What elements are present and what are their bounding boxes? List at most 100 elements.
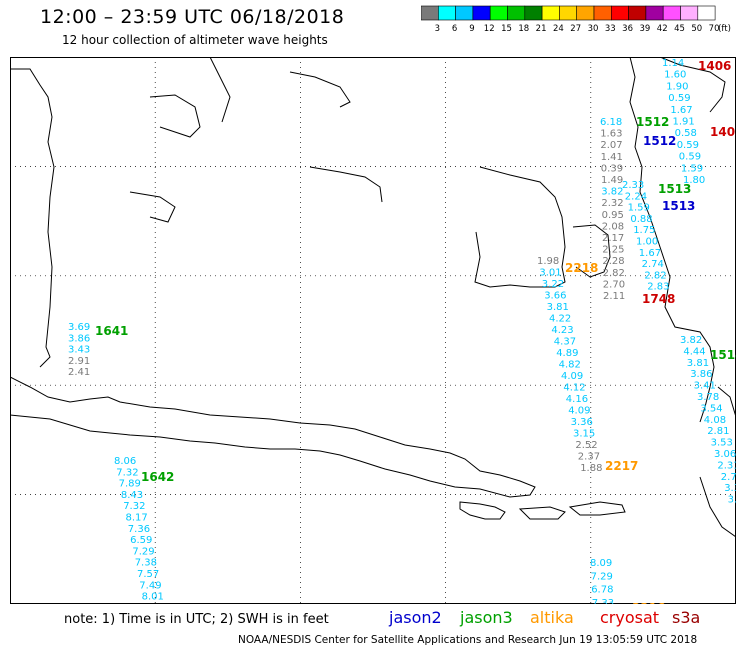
- satellite-name: altika: [530, 608, 574, 627]
- coastline: [209, 57, 231, 123]
- wave-height-value: 7.29: [591, 571, 613, 582]
- color-bin-swatch: [628, 5, 647, 21]
- wave-height-value: 1.41: [601, 152, 623, 163]
- wave-height-value: 1.90: [666, 81, 688, 92]
- color-bin-label: 27: [570, 24, 581, 33]
- wave-height-value: 1.60: [664, 70, 686, 81]
- wave-height-value: 4.08: [704, 415, 726, 426]
- page-title: 12:00 – 23:59 UTC 06/18/2018: [40, 6, 345, 28]
- wave-height-value: 0.59: [668, 93, 690, 104]
- coastline: [149, 94, 201, 138]
- wave-height-value: 2.74: [642, 259, 664, 270]
- wave-height-value: 3.69: [68, 322, 90, 333]
- color-bin-label: 30: [588, 24, 599, 33]
- wave-height-value: 4.89: [556, 348, 578, 359]
- satellite-name: jason2: [389, 608, 442, 627]
- pass-time-label: 1513: [662, 199, 695, 213]
- wave-height-value: 3.41: [694, 381, 716, 392]
- wave-height-value: 3.22: [542, 279, 564, 290]
- wave-height-value: 4.12: [563, 383, 585, 394]
- color-bin-swatch: [524, 5, 543, 21]
- wave-height-value: 6.18: [600, 117, 622, 128]
- color-bin-swatch: [611, 5, 629, 21]
- pass-time-label: 1513: [658, 182, 691, 196]
- wave-height-value: 3.81: [547, 302, 569, 313]
- color-bin-swatch: [489, 5, 508, 21]
- wave-height-value: 1.67: [670, 105, 692, 116]
- wave-height-value: 7.89: [119, 479, 141, 490]
- pass-time-label: 1514: [710, 348, 736, 362]
- wave-height-value: 2.82: [603, 268, 625, 279]
- coastline: [129, 191, 176, 223]
- wave-height-value: 7.33: [592, 598, 614, 604]
- wave-height-value: 3.81: [687, 358, 709, 369]
- wave-height-value: 2.17: [602, 233, 624, 244]
- pass-time-label: 2216: [632, 601, 665, 604]
- wave-height-value: 8.01: [142, 592, 164, 603]
- wave-height-value: 3.78: [697, 392, 719, 403]
- wave-height-value: 2.76: [721, 472, 736, 483]
- pass-time-label: 2218: [565, 261, 598, 275]
- color-bin-swatch: [697, 5, 716, 21]
- coastline: [474, 166, 566, 288]
- wave-height-value: 7.29: [132, 546, 154, 557]
- color-bin-swatch: [576, 5, 595, 21]
- wave-height-value: 3.34: [724, 483, 736, 494]
- track-1405: 1405: [710, 125, 736, 139]
- wave-height-value: 2.28: [602, 256, 624, 267]
- coastline: [629, 57, 715, 423]
- wave-height-value: 3.54: [728, 495, 736, 506]
- wave-height-value: 6.59: [130, 535, 152, 546]
- wave-height-value: 3.66: [544, 291, 566, 302]
- wave-height-value: 7.32: [116, 467, 138, 478]
- wave-height-value: 4.22: [549, 314, 571, 325]
- pass-time-label: 1748: [642, 292, 675, 306]
- coastline: [699, 476, 736, 538]
- color-bin-label: 21: [536, 24, 547, 33]
- color-bin-swatch: [680, 5, 699, 21]
- color-bin-swatch: [559, 5, 577, 21]
- wave-height-value: 4.82: [559, 360, 581, 371]
- wave-height-value: 2.52: [575, 440, 597, 451]
- wave-height-value: 7.49: [139, 580, 161, 591]
- color-bin-label: 3: [435, 24, 440, 33]
- color-bin-swatch: [541, 5, 560, 21]
- coastline: [10, 376, 536, 498]
- color-bin-swatch: [662, 5, 681, 21]
- color-bin-label: 45: [674, 24, 685, 33]
- page-subtitle: 12 hour collection of altimeter wave hei…: [62, 33, 328, 47]
- wave-height-value: 1.00: [636, 237, 658, 248]
- color-bin-label: 50: [691, 24, 702, 33]
- color-bin-swatch: [455, 5, 474, 21]
- wave-height-value: 2.24: [625, 191, 647, 202]
- wave-height-value: 2.08: [602, 221, 624, 232]
- color-bin-swatch: [472, 5, 491, 21]
- color-bin-label: 9: [469, 24, 474, 33]
- wave-height-value: 1.59: [681, 163, 703, 174]
- wave-height-value: 3.06: [714, 449, 736, 460]
- wave-height-value: 2.91: [68, 356, 90, 367]
- wave-height-value: 4.37: [554, 337, 576, 348]
- color-bin-label: 70: [709, 24, 720, 33]
- pass-time-label: 1642: [141, 470, 174, 484]
- wave-height-value: 3.15: [573, 429, 595, 440]
- footer-note: note: 1) Time is in UTC; 2) SWH is in fe…: [64, 612, 329, 627]
- wave-height-value: 2.07: [600, 140, 622, 151]
- color-scale-legend: 3 6 9 12 15 18 21 24 27 30 33 36 39 42 45 50 70(ft): [421, 5, 731, 33]
- wave-height-value: 0.59: [677, 140, 699, 151]
- pass-time-label: 2217: [605, 459, 638, 473]
- track-2218: 1.983.013.223.663.814.224.234.374.894.82…: [537, 256, 602, 474]
- satellite-name: s3a: [672, 608, 701, 627]
- track-2217: 2217: [605, 459, 638, 473]
- wave-height-value: 2.81: [707, 426, 729, 437]
- coastline: [518, 506, 566, 520]
- color-bin-label: 12: [484, 24, 495, 33]
- wave-height-value: 8.09: [590, 558, 612, 569]
- wave-height-value: 3.86: [68, 333, 90, 344]
- wave-height-value: 0.58: [675, 128, 697, 139]
- wave-height-value: 3.54: [700, 403, 722, 414]
- wave-height-value: 8.43: [121, 490, 143, 501]
- color-bin-swatch: [437, 5, 456, 21]
- footer-credit: NOAA/NESDIS Center for Satellite Applica…: [238, 634, 698, 646]
- coastline: [309, 166, 383, 203]
